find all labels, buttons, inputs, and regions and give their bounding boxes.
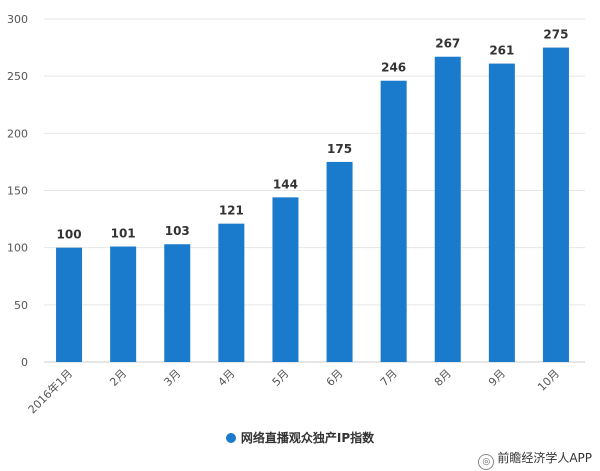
- bar: [272, 197, 299, 362]
- bars: 100 101 103 121 144 175 246 267 261 275: [56, 28, 569, 363]
- legend-marker: [225, 433, 236, 443]
- x-tick-label: 5月: [270, 367, 292, 389]
- y-tick-label: 100: [7, 242, 28, 255]
- bar: [542, 47, 569, 362]
- y-tick-label: 50: [14, 299, 28, 312]
- data-label: 246: [381, 61, 406, 75]
- data-label: 121: [219, 204, 244, 218]
- legend[interactable]: 网络直播观众独产IP指数: [0, 429, 600, 446]
- bar: [56, 247, 83, 362]
- data-label: 103: [165, 224, 190, 238]
- data-label: 267: [435, 37, 460, 51]
- x-tick-label: 9月: [486, 367, 508, 389]
- x-tick-label: 7月: [378, 367, 400, 389]
- x-tick-label: 2月: [107, 367, 129, 389]
- y-tick-label: 0: [21, 356, 28, 369]
- x-tick-label: 10月: [535, 367, 562, 394]
- y-axis: 0 50 100 150 200 250 300: [7, 13, 28, 369]
- data-label: 144: [273, 177, 298, 191]
- y-tick-label: 150: [7, 185, 28, 198]
- bar: [488, 63, 515, 363]
- source-credit: ◎ 前瞻经济学人APP: [478, 449, 592, 470]
- logo-icon: ◎: [478, 454, 495, 470]
- x-axis: 2016年1月 2月 3月 4月 5月 6月 7月 8月 9月 10月: [25, 366, 562, 416]
- data-label: 100: [57, 228, 82, 242]
- y-tick-label: 200: [7, 127, 28, 140]
- data-label: 261: [489, 44, 514, 58]
- bar: [218, 223, 245, 362]
- data-label: 101: [111, 227, 136, 241]
- bar: [326, 161, 353, 362]
- x-tick-label: 2016年1月: [25, 366, 75, 416]
- x-tick-label: 8月: [432, 367, 454, 389]
- y-tick-label: 250: [7, 70, 28, 83]
- x-tick-label: 6月: [324, 367, 346, 389]
- bar: [164, 244, 191, 362]
- legend-label: 网络直播观众独产IP指数: [240, 431, 375, 445]
- bar: [380, 80, 407, 363]
- bar: [434, 56, 461, 362]
- x-tick-label: 4月: [216, 367, 238, 389]
- data-label: 275: [543, 28, 568, 42]
- x-tick-label: 3月: [161, 367, 183, 389]
- credit-text: 前瞻经济学人APP: [497, 451, 592, 465]
- bar: [110, 246, 137, 362]
- data-label: 175: [327, 142, 352, 156]
- y-tick-label: 300: [7, 13, 28, 26]
